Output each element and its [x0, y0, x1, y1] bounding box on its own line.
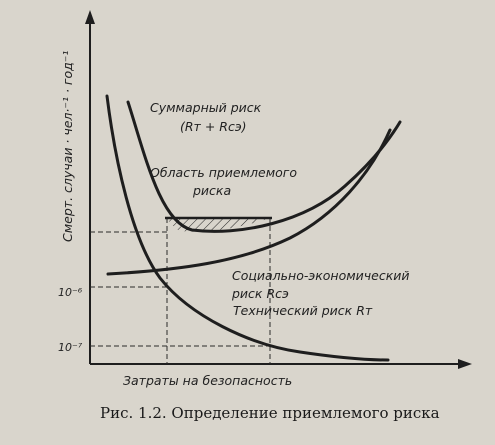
- acceptable-risk-region: [167, 218, 270, 232]
- label-acceptable-region-line1: Область приемлемого: [150, 165, 297, 180]
- label-socioeconomic-risk-line1: Социально-экономический: [232, 268, 410, 283]
- label-total-risk-line2: (Rт + Rсэ): [180, 119, 247, 134]
- figure-caption: Рис. 1.2. Определение приемлемого риска: [100, 404, 440, 422]
- series-total-risk: [126, 100, 402, 233]
- series-technical-risk: [105, 94, 390, 362]
- axes: [85, 10, 472, 369]
- series-socioeconomic-risk: [106, 128, 392, 276]
- y-tick-label-1e-6: 10⁻⁶: [58, 286, 83, 299]
- y-axis-label: Смерт. случаи · чел·⁻¹ · год⁻¹: [60, 51, 75, 242]
- guide-lines: [90, 218, 271, 364]
- x-axis-arrow: [458, 359, 472, 369]
- y-tick-label-1e-7: 10⁻⁷: [58, 341, 83, 354]
- y-axis-arrow: [85, 10, 95, 24]
- label-acceptable-region-line2: риска: [192, 183, 231, 198]
- label-socioeconomic-risk-line2: риск Rсэ: [231, 286, 289, 301]
- label-total-risk-line1: Суммарный риск: [150, 100, 262, 115]
- label-technical-risk: Технический риск Rт: [233, 303, 373, 318]
- x-axis-label: Затраты на безопасность: [123, 373, 292, 388]
